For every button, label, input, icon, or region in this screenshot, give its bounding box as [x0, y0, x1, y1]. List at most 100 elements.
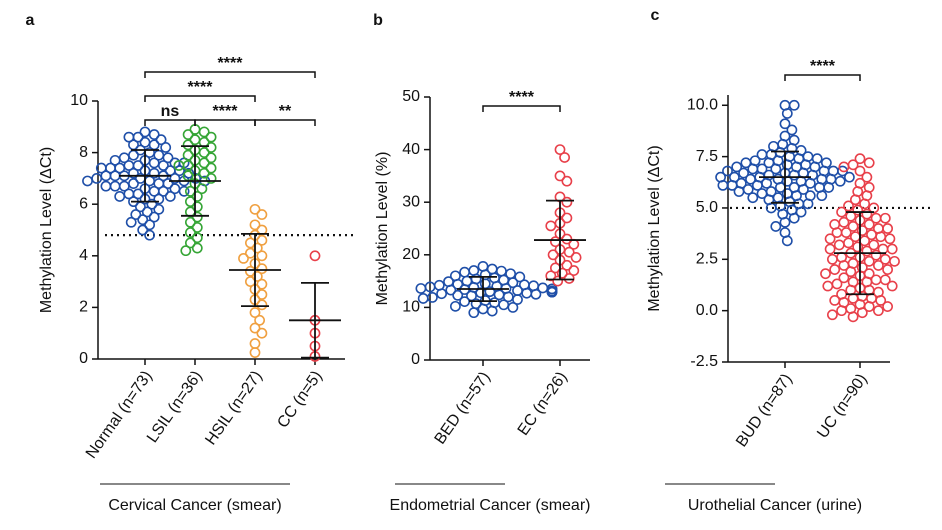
dot	[477, 303, 489, 315]
dot	[91, 172, 103, 184]
dot	[845, 266, 857, 278]
dot	[770, 221, 782, 232]
dot	[561, 212, 573, 224]
dot	[155, 134, 167, 146]
dot	[756, 149, 768, 160]
y-tick-label: 0	[411, 351, 420, 368]
dot	[205, 131, 217, 143]
dot	[160, 142, 172, 153]
dot	[788, 212, 800, 224]
y-tick-label: 10.0	[687, 96, 718, 113]
dot	[173, 160, 185, 171]
dot	[249, 347, 261, 358]
dot	[561, 196, 573, 208]
dot	[479, 269, 491, 281]
dot	[507, 301, 519, 313]
dot	[249, 307, 261, 318]
dot	[802, 198, 814, 210]
dot	[868, 239, 880, 251]
dot	[178, 185, 190, 197]
dot	[256, 234, 268, 246]
dot	[779, 216, 791, 228]
panel-label: b	[373, 12, 383, 29]
dot	[153, 193, 165, 205]
dot	[788, 99, 800, 111]
significance-label: **	[279, 103, 292, 120]
dot	[128, 178, 139, 189]
dot	[861, 208, 873, 220]
dot	[831, 227, 843, 239]
dot	[254, 314, 265, 326]
group-label: Urothelial Cancer (urine)	[688, 497, 862, 514]
dot	[545, 270, 557, 282]
dot	[100, 170, 112, 182]
dot	[459, 296, 470, 308]
group-label: Cervical Cancer (smear)	[108, 497, 281, 514]
x-tick-label: HSIL (n=27)	[202, 368, 265, 448]
dot	[486, 305, 498, 317]
dot	[763, 157, 775, 169]
dot	[752, 179, 763, 191]
dot	[109, 154, 121, 166]
dot	[125, 216, 137, 228]
y-axis-label: Methylation Level (ΔCt)	[646, 145, 663, 311]
dot	[82, 175, 93, 187]
dot	[144, 219, 155, 231]
dot	[415, 283, 427, 294]
dot	[256, 327, 268, 339]
dot	[827, 309, 838, 321]
dot	[879, 212, 891, 224]
dot	[141, 206, 153, 218]
dot	[148, 157, 160, 169]
dot	[847, 311, 859, 323]
dot	[747, 163, 759, 175]
dot	[829, 264, 841, 275]
dot	[238, 252, 249, 264]
significance-label: ****	[509, 89, 535, 106]
dot	[786, 124, 798, 136]
significance-bracket	[784, 74, 861, 81]
dot	[829, 294, 841, 306]
dot	[570, 252, 582, 263]
dot	[256, 299, 268, 311]
dot	[859, 198, 870, 210]
dot	[100, 180, 112, 192]
dot	[191, 201, 203, 213]
dot	[164, 191, 176, 202]
y-tick-label: 10	[70, 92, 88, 109]
dot	[507, 277, 519, 289]
dot	[130, 209, 142, 220]
x-tick-label: CC (n=5)	[274, 368, 325, 431]
dot	[843, 200, 854, 212]
dot	[198, 126, 210, 138]
y-tick-label: 7.5	[696, 148, 718, 165]
dot	[731, 161, 743, 173]
dot	[205, 162, 217, 174]
dot	[804, 177, 816, 189]
dot	[191, 242, 203, 254]
dot	[256, 209, 268, 220]
dot	[770, 163, 782, 175]
dot	[251, 242, 263, 254]
dot	[795, 206, 807, 218]
dot	[863, 301, 875, 312]
dot	[157, 160, 169, 171]
dot	[148, 211, 160, 223]
dot	[779, 118, 791, 130]
dot	[256, 278, 268, 290]
dot	[863, 218, 875, 230]
dot	[863, 255, 875, 267]
dot	[157, 185, 169, 197]
dot	[123, 131, 135, 143]
dot	[563, 273, 575, 284]
dot	[128, 149, 139, 161]
dot	[251, 271, 263, 282]
y-tick-label: 40	[402, 141, 420, 158]
y-tick-label: 2	[79, 299, 88, 316]
dot	[512, 285, 523, 296]
dot	[559, 152, 570, 163]
dot	[873, 305, 884, 317]
significance-label: ****	[213, 103, 239, 120]
dot	[889, 255, 900, 267]
dot	[831, 278, 843, 290]
